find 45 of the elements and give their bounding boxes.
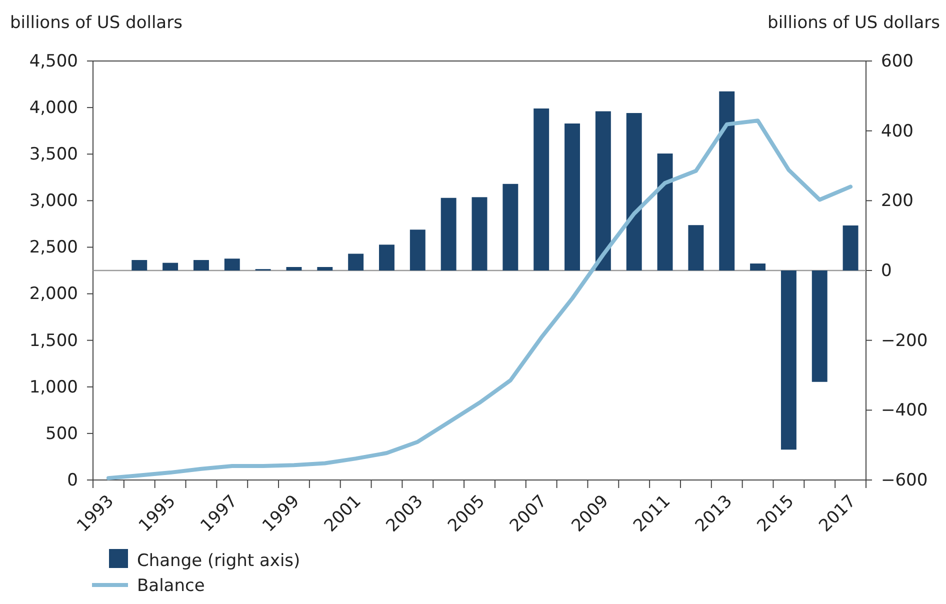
bar — [719, 91, 735, 270]
y-tick-label: 2,500 — [29, 238, 78, 258]
bar — [657, 154, 673, 270]
bar — [193, 260, 209, 270]
y-tick-label: 4,500 — [29, 51, 78, 72]
line-series — [106, 118, 853, 480]
y2-axis-title: billions of US dollars — [768, 13, 940, 33]
y2-tick-label: −200 — [881, 330, 928, 351]
y-axis-title: billions of US dollars — [10, 13, 183, 33]
bar — [317, 267, 333, 270]
bar — [224, 258, 240, 270]
y-tick-label: 2,000 — [29, 284, 78, 304]
y2-tick-label: 600 — [881, 51, 914, 72]
legend-label: Balance — [137, 576, 205, 596]
bar — [132, 260, 148, 270]
bar — [379, 244, 394, 270]
bar — [688, 225, 704, 270]
bar — [564, 124, 580, 270]
bar — [750, 264, 766, 270]
bar — [440, 198, 456, 270]
bar — [626, 113, 642, 270]
y2-tick-label: −600 — [881, 470, 928, 490]
y-tick-label: 3,500 — [29, 144, 78, 165]
bar — [410, 230, 426, 270]
bar — [162, 262, 178, 270]
y-tick-label: 0 — [67, 470, 78, 490]
y-tick-label: 1,500 — [29, 330, 78, 351]
bar — [595, 111, 611, 270]
legend-label: Change (right axis) — [137, 551, 300, 571]
y2-tick-label: −400 — [881, 400, 928, 421]
bar — [780, 270, 796, 450]
y-tick-label: 4,000 — [29, 98, 78, 118]
bar — [286, 267, 302, 270]
y-tick-label: 3,000 — [29, 191, 78, 212]
y-tick-label: 500 — [46, 424, 78, 444]
bar — [502, 184, 518, 270]
y-tick-label: 1,000 — [29, 377, 78, 398]
bar — [842, 225, 858, 270]
y2-tick-label: 400 — [881, 121, 914, 142]
y2-tick-label: 0 — [881, 260, 892, 281]
bar — [472, 197, 488, 270]
bar — [812, 270, 828, 382]
y2-tick-label: 200 — [881, 191, 914, 212]
bar — [348, 254, 364, 270]
bar — [534, 108, 550, 270]
